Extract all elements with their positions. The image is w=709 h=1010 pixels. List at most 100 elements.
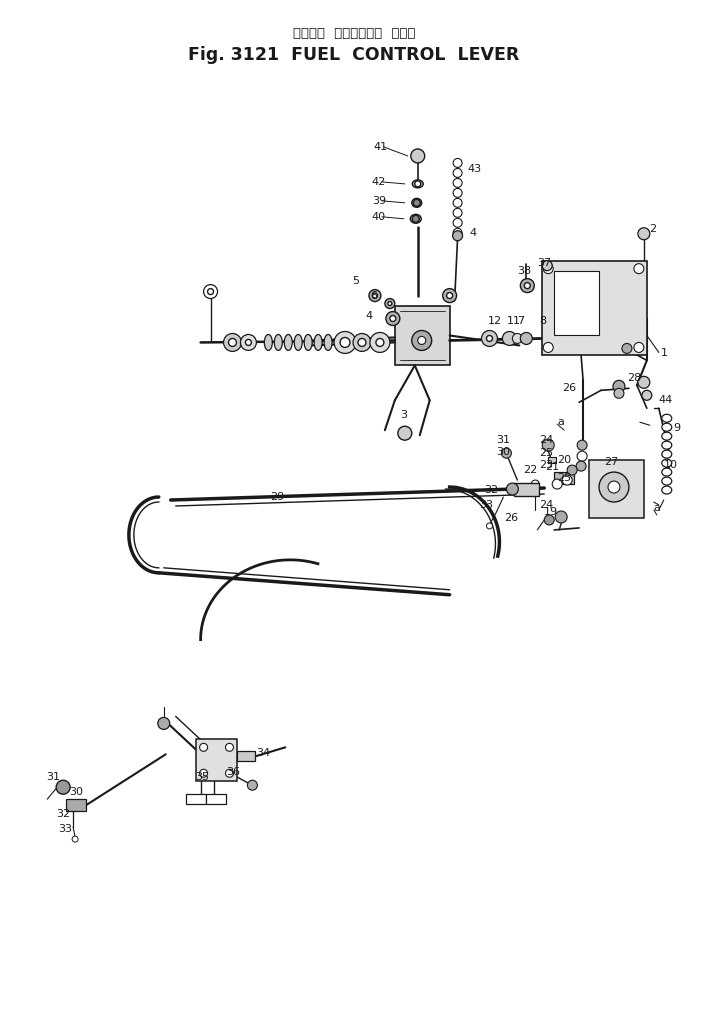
- Text: 6: 6: [370, 291, 377, 301]
- Circle shape: [225, 770, 233, 778]
- Circle shape: [203, 285, 218, 299]
- Circle shape: [415, 181, 420, 187]
- Bar: [542, 261, 647, 356]
- Circle shape: [370, 332, 390, 352]
- Text: 31: 31: [46, 773, 60, 783]
- Text: 23: 23: [540, 461, 554, 470]
- Circle shape: [520, 332, 532, 344]
- Bar: [589, 461, 644, 518]
- Circle shape: [200, 770, 208, 778]
- Circle shape: [542, 261, 552, 271]
- Circle shape: [452, 230, 462, 240]
- Ellipse shape: [453, 218, 462, 227]
- Text: 4: 4: [469, 227, 476, 237]
- Circle shape: [599, 472, 629, 502]
- Ellipse shape: [661, 423, 671, 431]
- Ellipse shape: [453, 159, 462, 168]
- Text: 11: 11: [506, 315, 520, 325]
- Circle shape: [245, 339, 252, 345]
- Circle shape: [638, 228, 650, 239]
- Text: a: a: [654, 503, 661, 513]
- Circle shape: [634, 264, 644, 274]
- Circle shape: [642, 390, 652, 400]
- Ellipse shape: [453, 198, 462, 207]
- Ellipse shape: [274, 334, 282, 350]
- Ellipse shape: [453, 169, 462, 178]
- Circle shape: [413, 199, 420, 206]
- Circle shape: [577, 440, 587, 450]
- Circle shape: [200, 743, 208, 751]
- Ellipse shape: [661, 432, 671, 440]
- Bar: [554, 271, 599, 335]
- Bar: [206, 794, 225, 804]
- Circle shape: [390, 315, 396, 321]
- Bar: [554, 472, 574, 484]
- Circle shape: [376, 338, 384, 346]
- Circle shape: [334, 331, 356, 354]
- Circle shape: [608, 481, 620, 493]
- Bar: [514, 483, 540, 496]
- Ellipse shape: [453, 208, 462, 217]
- Text: 37: 37: [537, 258, 552, 268]
- Circle shape: [225, 743, 233, 751]
- Circle shape: [411, 149, 425, 163]
- Ellipse shape: [284, 334, 292, 350]
- Circle shape: [358, 338, 366, 346]
- Bar: [395, 306, 450, 366]
- Circle shape: [385, 299, 395, 308]
- Text: 24: 24: [540, 435, 554, 445]
- Circle shape: [340, 337, 350, 347]
- Text: Fig. 3121  FUEL  CONTROL  LEVER: Fig. 3121 FUEL CONTROL LEVER: [189, 46, 520, 65]
- Text: 42: 42: [372, 177, 386, 187]
- Text: 28: 28: [627, 374, 641, 384]
- Text: 33: 33: [58, 824, 72, 834]
- Circle shape: [353, 333, 371, 351]
- Circle shape: [622, 343, 632, 354]
- Text: 30: 30: [69, 787, 83, 797]
- Circle shape: [418, 336, 425, 344]
- Text: 21: 21: [545, 463, 559, 472]
- Text: 25: 25: [557, 473, 571, 483]
- Ellipse shape: [661, 441, 671, 449]
- Circle shape: [613, 381, 625, 392]
- Circle shape: [501, 448, 511, 459]
- Text: 10: 10: [664, 461, 678, 470]
- Circle shape: [503, 331, 516, 345]
- Circle shape: [513, 333, 523, 343]
- Text: 32: 32: [56, 809, 70, 819]
- Circle shape: [638, 377, 650, 388]
- Circle shape: [223, 333, 242, 351]
- Ellipse shape: [661, 460, 671, 467]
- Text: 5: 5: [352, 276, 359, 286]
- Circle shape: [545, 515, 554, 525]
- Text: 25: 25: [540, 448, 554, 459]
- Text: 44: 44: [659, 395, 673, 405]
- Circle shape: [577, 451, 587, 462]
- Text: 7: 7: [518, 315, 525, 325]
- Ellipse shape: [314, 334, 322, 350]
- Bar: [196, 739, 238, 782]
- Circle shape: [72, 836, 78, 842]
- Circle shape: [481, 330, 498, 346]
- Ellipse shape: [294, 334, 302, 350]
- Circle shape: [576, 462, 586, 471]
- Bar: [548, 458, 556, 464]
- Circle shape: [442, 289, 457, 303]
- Circle shape: [552, 479, 562, 489]
- Text: 30: 30: [496, 447, 510, 458]
- Ellipse shape: [661, 414, 671, 422]
- Circle shape: [525, 283, 530, 289]
- Text: 29: 29: [270, 492, 284, 502]
- Circle shape: [634, 342, 644, 352]
- Text: 26: 26: [562, 384, 576, 393]
- Circle shape: [247, 781, 257, 790]
- Ellipse shape: [453, 228, 462, 237]
- Circle shape: [543, 342, 553, 352]
- Text: 35: 35: [196, 773, 210, 783]
- Ellipse shape: [661, 477, 671, 485]
- Text: 1: 1: [661, 348, 668, 359]
- Bar: [186, 794, 206, 804]
- Text: 19: 19: [545, 507, 559, 517]
- Ellipse shape: [661, 450, 671, 459]
- Circle shape: [412, 215, 419, 222]
